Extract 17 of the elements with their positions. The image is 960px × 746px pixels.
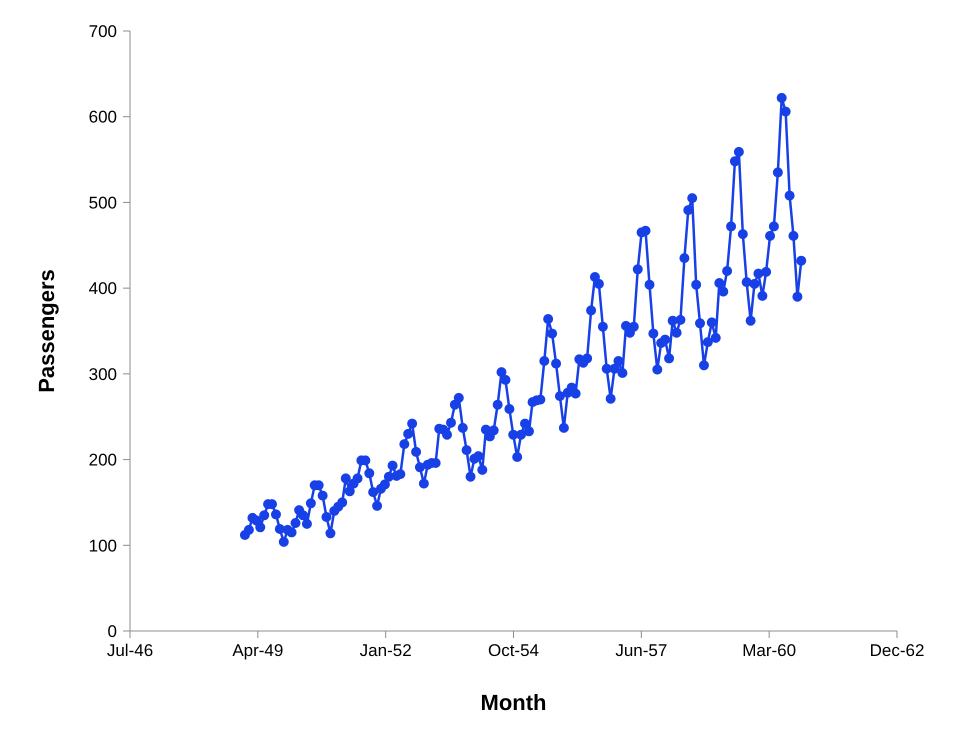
y-axis-title: Passengers	[34, 269, 59, 393]
y-tick-label: 400	[88, 279, 117, 298]
x-tick-label: Apr-49	[232, 641, 284, 660]
x-tick-label: Oct-54	[488, 641, 540, 660]
y-tick-label: 500	[88, 193, 117, 212]
x-tick-label: Jun-57	[615, 641, 668, 660]
y-tick-label: 0	[108, 622, 117, 642]
y-tick-label: 700	[88, 22, 117, 42]
x-tick-label: Mar-60	[742, 641, 796, 660]
x-tick-label: Jul-46	[106, 641, 154, 660]
y-tick-label: 600	[88, 108, 117, 127]
x-tick-label: Jan-52	[360, 641, 412, 660]
x-axis-title: Month	[480, 690, 546, 715]
x-tick-label: Dec-62	[870, 641, 924, 660]
y-tick-label: 200	[88, 450, 117, 470]
y-tick-label: 300	[88, 364, 117, 384]
y-tick-label: 100	[88, 536, 117, 556]
